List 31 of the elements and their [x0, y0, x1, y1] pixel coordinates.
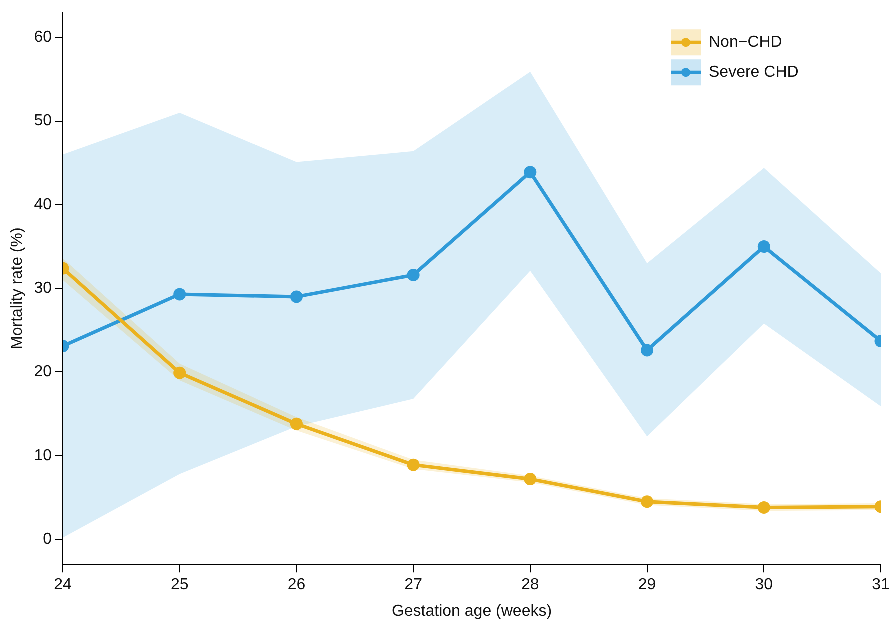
- x-tick-label: 27: [404, 576, 423, 594]
- x-tick-label: 29: [638, 576, 656, 594]
- y-tick-label: 60: [34, 29, 52, 46]
- point: [290, 290, 303, 304]
- legend-label: Severe CHD: [709, 64, 799, 82]
- point: [174, 366, 186, 380]
- y-tick-label: 0: [43, 530, 52, 548]
- y-tick-label: 50: [34, 112, 52, 130]
- point: [641, 496, 654, 508]
- point: [641, 344, 654, 357]
- x-tick-label: 30: [755, 576, 774, 594]
- y-tick-label: 30: [34, 280, 52, 298]
- y-tick-label: 10: [34, 447, 52, 464]
- point: [758, 240, 770, 254]
- y-axis-title: Mortality rate (%): [9, 228, 26, 350]
- point: [174, 288, 186, 301]
- y-tick-label: 40: [34, 196, 52, 214]
- point: [407, 268, 420, 282]
- x-tick-label: 24: [54, 576, 72, 594]
- point: [407, 458, 420, 472]
- x-tick-label: 31: [872, 576, 890, 594]
- x-axis-title: Gestation age (weeks): [392, 602, 552, 620]
- point: [524, 473, 537, 486]
- point: [758, 501, 770, 514]
- legend-label: Non−CHD: [709, 34, 782, 52]
- x-tick-label: 28: [522, 576, 540, 594]
- point: [290, 418, 303, 430]
- x-tick-label: 25: [170, 576, 189, 594]
- point: [524, 166, 537, 179]
- y-tick-label: 20: [34, 364, 52, 381]
- x-tick-label: 26: [288, 576, 306, 594]
